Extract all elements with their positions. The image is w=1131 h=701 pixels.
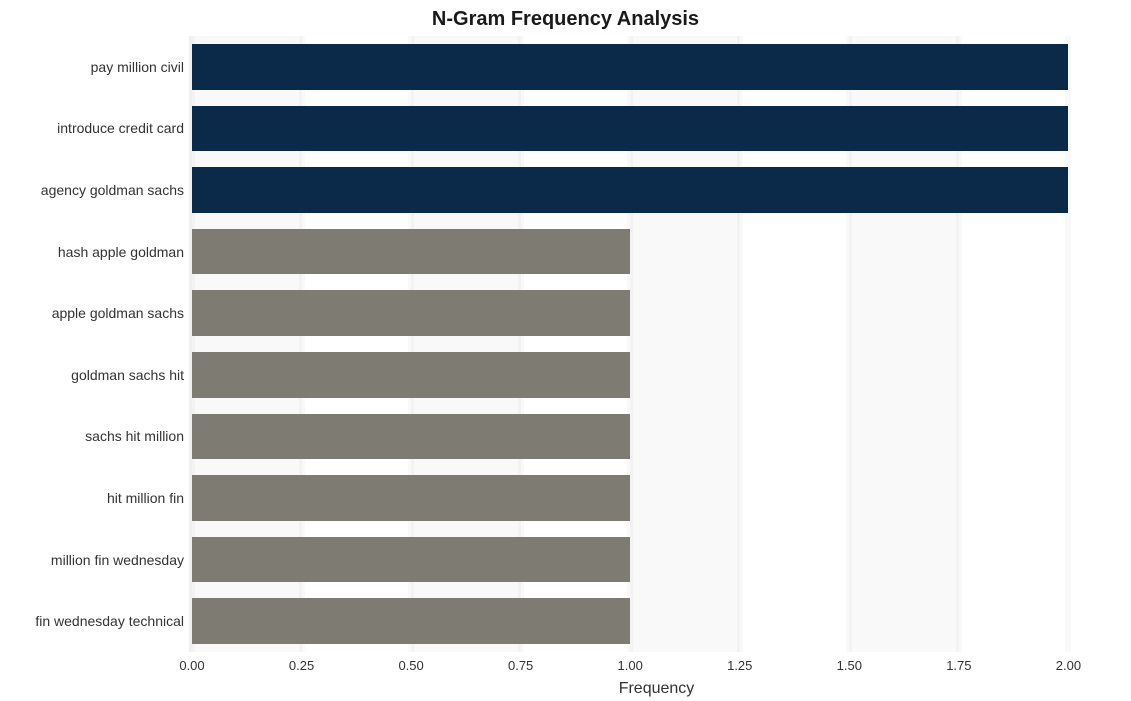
ngram-chart: N-Gram Frequency Analysis pay million ci…: [0, 0, 1131, 701]
bar: [192, 167, 1121, 213]
y-tick-label: apple goldman sachs: [52, 305, 184, 321]
bar: [192, 229, 1121, 275]
bar: [192, 106, 1121, 152]
bar-fill: [192, 229, 630, 275]
bar-fill: [192, 475, 630, 521]
bar-fill: [192, 290, 630, 336]
y-tick-label: hit million fin: [107, 490, 184, 506]
y-tick-label: pay million civil: [91, 59, 184, 75]
bar-fill: [192, 537, 630, 583]
bar: [192, 598, 1121, 644]
x-axis-title: Frequency: [619, 680, 695, 698]
bar: [192, 537, 1121, 583]
y-tick-label: goldman sachs hit: [71, 367, 184, 383]
bar: [192, 44, 1121, 90]
x-tick-label: 1.75: [946, 658, 971, 673]
x-tick-label: 1.25: [727, 658, 752, 673]
y-tick-label: hash apple goldman: [58, 244, 184, 260]
x-tick-label: 0.50: [398, 658, 423, 673]
bar: [192, 475, 1121, 521]
y-tick-label: introduce credit card: [57, 120, 184, 136]
bar-fill: [192, 352, 630, 398]
x-tick-label: 0.00: [179, 658, 204, 673]
y-tick-label: million fin wednesday: [51, 552, 184, 568]
x-tick-label: 2.00: [1056, 658, 1081, 673]
y-tick-label: agency goldman sachs: [41, 182, 184, 198]
bar-fill: [192, 106, 1068, 152]
y-tick-label: fin wednesday technical: [35, 613, 184, 629]
bar: [192, 290, 1121, 336]
x-tick-label: 1.00: [618, 658, 643, 673]
x-tick-label: 0.25: [289, 658, 314, 673]
x-tick-label: 0.75: [508, 658, 533, 673]
x-tick-label: 1.50: [837, 658, 862, 673]
y-tick-label: sachs hit million: [85, 428, 184, 444]
bar-fill: [192, 167, 1068, 213]
chart-title: N-Gram Frequency Analysis: [0, 8, 1131, 31]
plot-area: [192, 36, 1121, 652]
bar-fill: [192, 414, 630, 460]
bar-fill: [192, 598, 630, 644]
bar-fill: [192, 44, 1068, 90]
bar: [192, 352, 1121, 398]
bar: [192, 414, 1121, 460]
